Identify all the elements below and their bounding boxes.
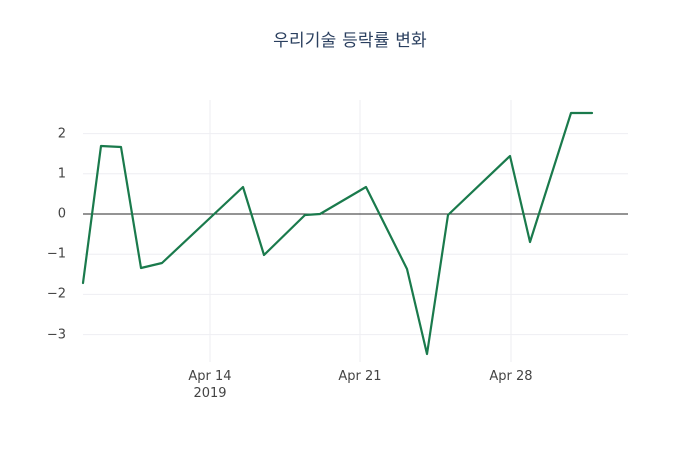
x-tick-label-1: Apr 21 bbox=[338, 369, 382, 384]
plot-area bbox=[78, 100, 628, 362]
line-chart-svg bbox=[81, 100, 628, 362]
y-tick-label-0: 0 bbox=[57, 206, 66, 222]
x-tick-label-2: Apr 28 bbox=[489, 369, 533, 384]
vertical-gridlines bbox=[209, 100, 512, 362]
x-tick-label-0: Apr 14 2019 bbox=[188, 369, 232, 401]
horizontal-gridlines bbox=[83, 133, 628, 336]
data-series-line bbox=[81, 111, 594, 356]
y-tick-label--3: −3 bbox=[46, 327, 66, 343]
y-tick-label-2: 2 bbox=[57, 126, 66, 142]
chart-title: 우리기술 등락률 변화 bbox=[273, 31, 427, 51]
y-tick-label--2: −2 bbox=[46, 286, 66, 302]
y-tick-label-1: 1 bbox=[57, 166, 66, 182]
y-tick-label--1: −1 bbox=[46, 246, 66, 262]
